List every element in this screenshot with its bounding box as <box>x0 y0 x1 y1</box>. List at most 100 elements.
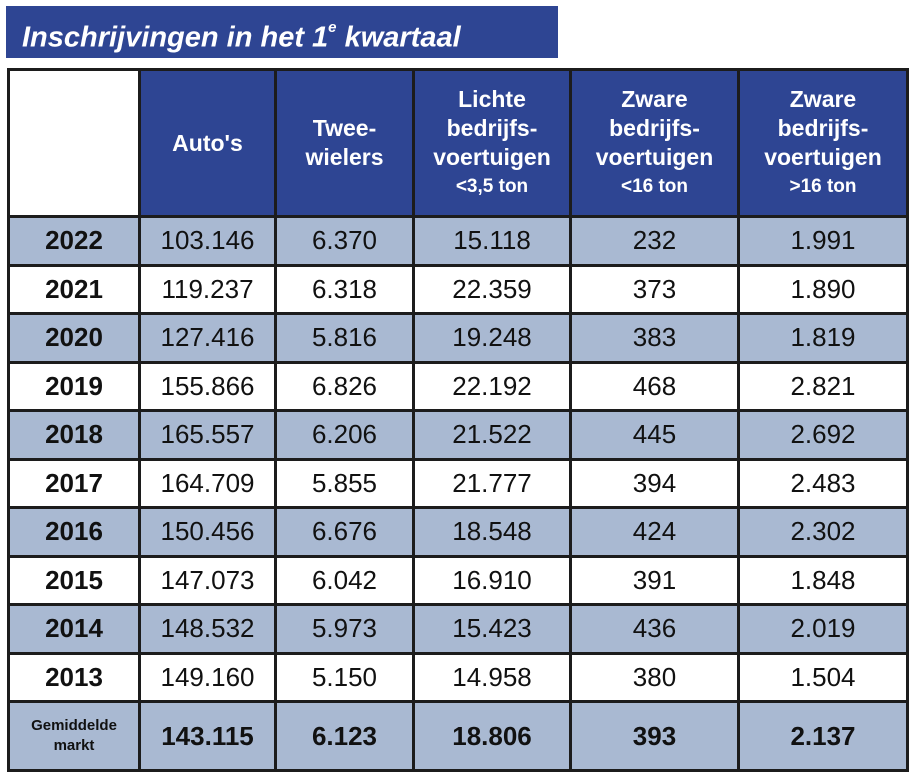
value-cell: 5.973 <box>274 603 415 655</box>
value-cell: 14.958 <box>412 651 572 703</box>
value-cell: 155.866 <box>138 360 277 412</box>
corner-cell <box>7 68 141 218</box>
col-header-light-commercial: Lichte bedrijfs-voertuigen <3,5 ton <box>412 68 572 218</box>
table-row: 2022 103.146 6.370 15.118 232 1.991 <box>7 215 909 267</box>
value-cell: 6.042 <box>274 554 415 606</box>
value-cell: 2.302 <box>737 506 909 558</box>
value-cell: 5.855 <box>274 457 415 509</box>
average-label-line: markt <box>53 737 95 754</box>
value-cell: 5.816 <box>274 312 415 364</box>
value-cell: 15.118 <box>412 215 572 267</box>
col-header-heavy-under-16: Zware bedrijfs-voertuigen <16 ton <box>569 68 740 218</box>
table-body: 2022 103.146 6.370 15.118 232 1.991 2021 119.23… <box>7 215 909 772</box>
average-value-cell: 18.806 <box>412 700 572 772</box>
value-cell: 150.456 <box>138 506 277 558</box>
value-cell: 6.206 <box>274 409 415 461</box>
average-value-cell: 2.137 <box>737 700 909 772</box>
header-unit: <3,5 ton <box>455 176 529 197</box>
value-cell: 383 <box>569 312 740 364</box>
value-cell: 394 <box>569 457 740 509</box>
page-title: Inschrijvingen in het 1e kwartaal <box>6 6 558 58</box>
average-row: Gemiddelde markt 143.115 6.123 18.806 393 2.13… <box>7 700 909 772</box>
value-cell: 391 <box>569 554 740 606</box>
header-unit: <16 ton <box>620 176 689 197</box>
value-cell: 103.146 <box>138 215 277 267</box>
header-line: bedrijfs- <box>446 115 538 141</box>
average-value-cell: 6.123 <box>274 700 415 772</box>
title-suffix: kwartaal <box>336 21 461 54</box>
value-cell: 6.370 <box>274 215 415 267</box>
value-cell: 148.532 <box>138 603 277 655</box>
average-value-cell: 393 <box>569 700 740 772</box>
average-value-cell: 143.115 <box>138 700 277 772</box>
table-row: 2020 127.416 5.816 19.248 383 1.819 <box>7 312 909 364</box>
year-cell: 2016 <box>7 506 141 558</box>
value-cell: 22.359 <box>412 263 572 315</box>
value-cell: 232 <box>569 215 740 267</box>
header-line: voertuigen <box>764 144 882 170</box>
value-cell: 1.504 <box>737 651 909 703</box>
header-line: bedrijfs- <box>777 115 869 141</box>
header-unit: >16 ton <box>789 176 857 197</box>
value-cell: 1.890 <box>737 263 909 315</box>
col-header-heavy-over-16: Zware bedrijfs-voertuigen >16 ton <box>737 68 909 218</box>
table-row: 2016 150.456 6.676 18.548 424 2.302 <box>7 506 909 558</box>
value-cell: 1.848 <box>737 554 909 606</box>
year-cell: 2017 <box>7 457 141 509</box>
value-cell: 22.192 <box>412 360 572 412</box>
header-line: bedrijfs- <box>609 115 700 141</box>
value-cell: 1.819 <box>737 312 909 364</box>
table-row: 2019 155.866 6.826 22.192 468 2.821 <box>7 360 909 412</box>
year-cell: 2019 <box>7 360 141 412</box>
table-row: 2013 149.160 5.150 14.958 380 1.504 <box>7 651 909 703</box>
table-row: 2014 148.532 5.973 15.423 436 2.019 <box>7 603 909 655</box>
year-cell: 2018 <box>7 409 141 461</box>
year-cell: 2021 <box>7 263 141 315</box>
value-cell: 6.318 <box>274 263 415 315</box>
value-cell: 18.548 <box>412 506 572 558</box>
header-line: wielers <box>305 144 384 170</box>
year-cell: 2022 <box>7 215 141 267</box>
value-cell: 445 <box>569 409 740 461</box>
col-header-cars: Auto's <box>138 68 277 218</box>
value-cell: 15.423 <box>412 603 572 655</box>
value-cell: 2.692 <box>737 409 909 461</box>
value-cell: 5.150 <box>274 651 415 703</box>
average-label-line: Gemiddelde <box>31 717 117 734</box>
value-cell: 6.826 <box>274 360 415 412</box>
title-text: Inschrijvingen in het 1 <box>22 21 329 54</box>
year-cell: 2020 <box>7 312 141 364</box>
header-row: Auto's Twee-wielers Lichte bedrijfs-voert… <box>7 68 909 218</box>
year-cell: 2015 <box>7 554 141 606</box>
value-cell: 164.709 <box>138 457 277 509</box>
value-cell: 147.073 <box>138 554 277 606</box>
header-line: Zware <box>789 86 857 112</box>
value-cell: 1.991 <box>737 215 909 267</box>
registrations-table: Auto's Twee-wielers Lichte bedrijfs-voert… <box>7 68 909 772</box>
col-header-two-wheelers: Twee-wielers <box>274 68 415 218</box>
value-cell: 21.522 <box>412 409 572 461</box>
value-cell: 165.557 <box>138 409 277 461</box>
value-cell: 119.237 <box>138 263 277 315</box>
year-cell: 2013 <box>7 651 141 703</box>
value-cell: 2.483 <box>737 457 909 509</box>
table-row: 2015 147.073 6.042 16.910 391 1.848 <box>7 554 909 606</box>
title-superscript: e <box>328 19 337 36</box>
value-cell: 380 <box>569 651 740 703</box>
average-label: Gemiddelde markt <box>7 700 141 772</box>
value-cell: 436 <box>569 603 740 655</box>
value-cell: 424 <box>569 506 740 558</box>
value-cell: 6.676 <box>274 506 415 558</box>
value-cell: 19.248 <box>412 312 572 364</box>
table-row: 2017 164.709 5.855 21.777 394 2.483 <box>7 457 909 509</box>
value-cell: 127.416 <box>138 312 277 364</box>
header-line: Lichte <box>458 86 526 112</box>
header-line: Twee- <box>312 115 377 141</box>
table-row: 2018 165.557 6.206 21.522 445 2.692 <box>7 409 909 461</box>
value-cell: 2.019 <box>737 603 909 655</box>
header-line: Zware <box>621 86 688 112</box>
value-cell: 373 <box>569 263 740 315</box>
value-cell: 468 <box>569 360 740 412</box>
table-row: 2021 119.237 6.318 22.359 373 1.890 <box>7 263 909 315</box>
year-cell: 2014 <box>7 603 141 655</box>
